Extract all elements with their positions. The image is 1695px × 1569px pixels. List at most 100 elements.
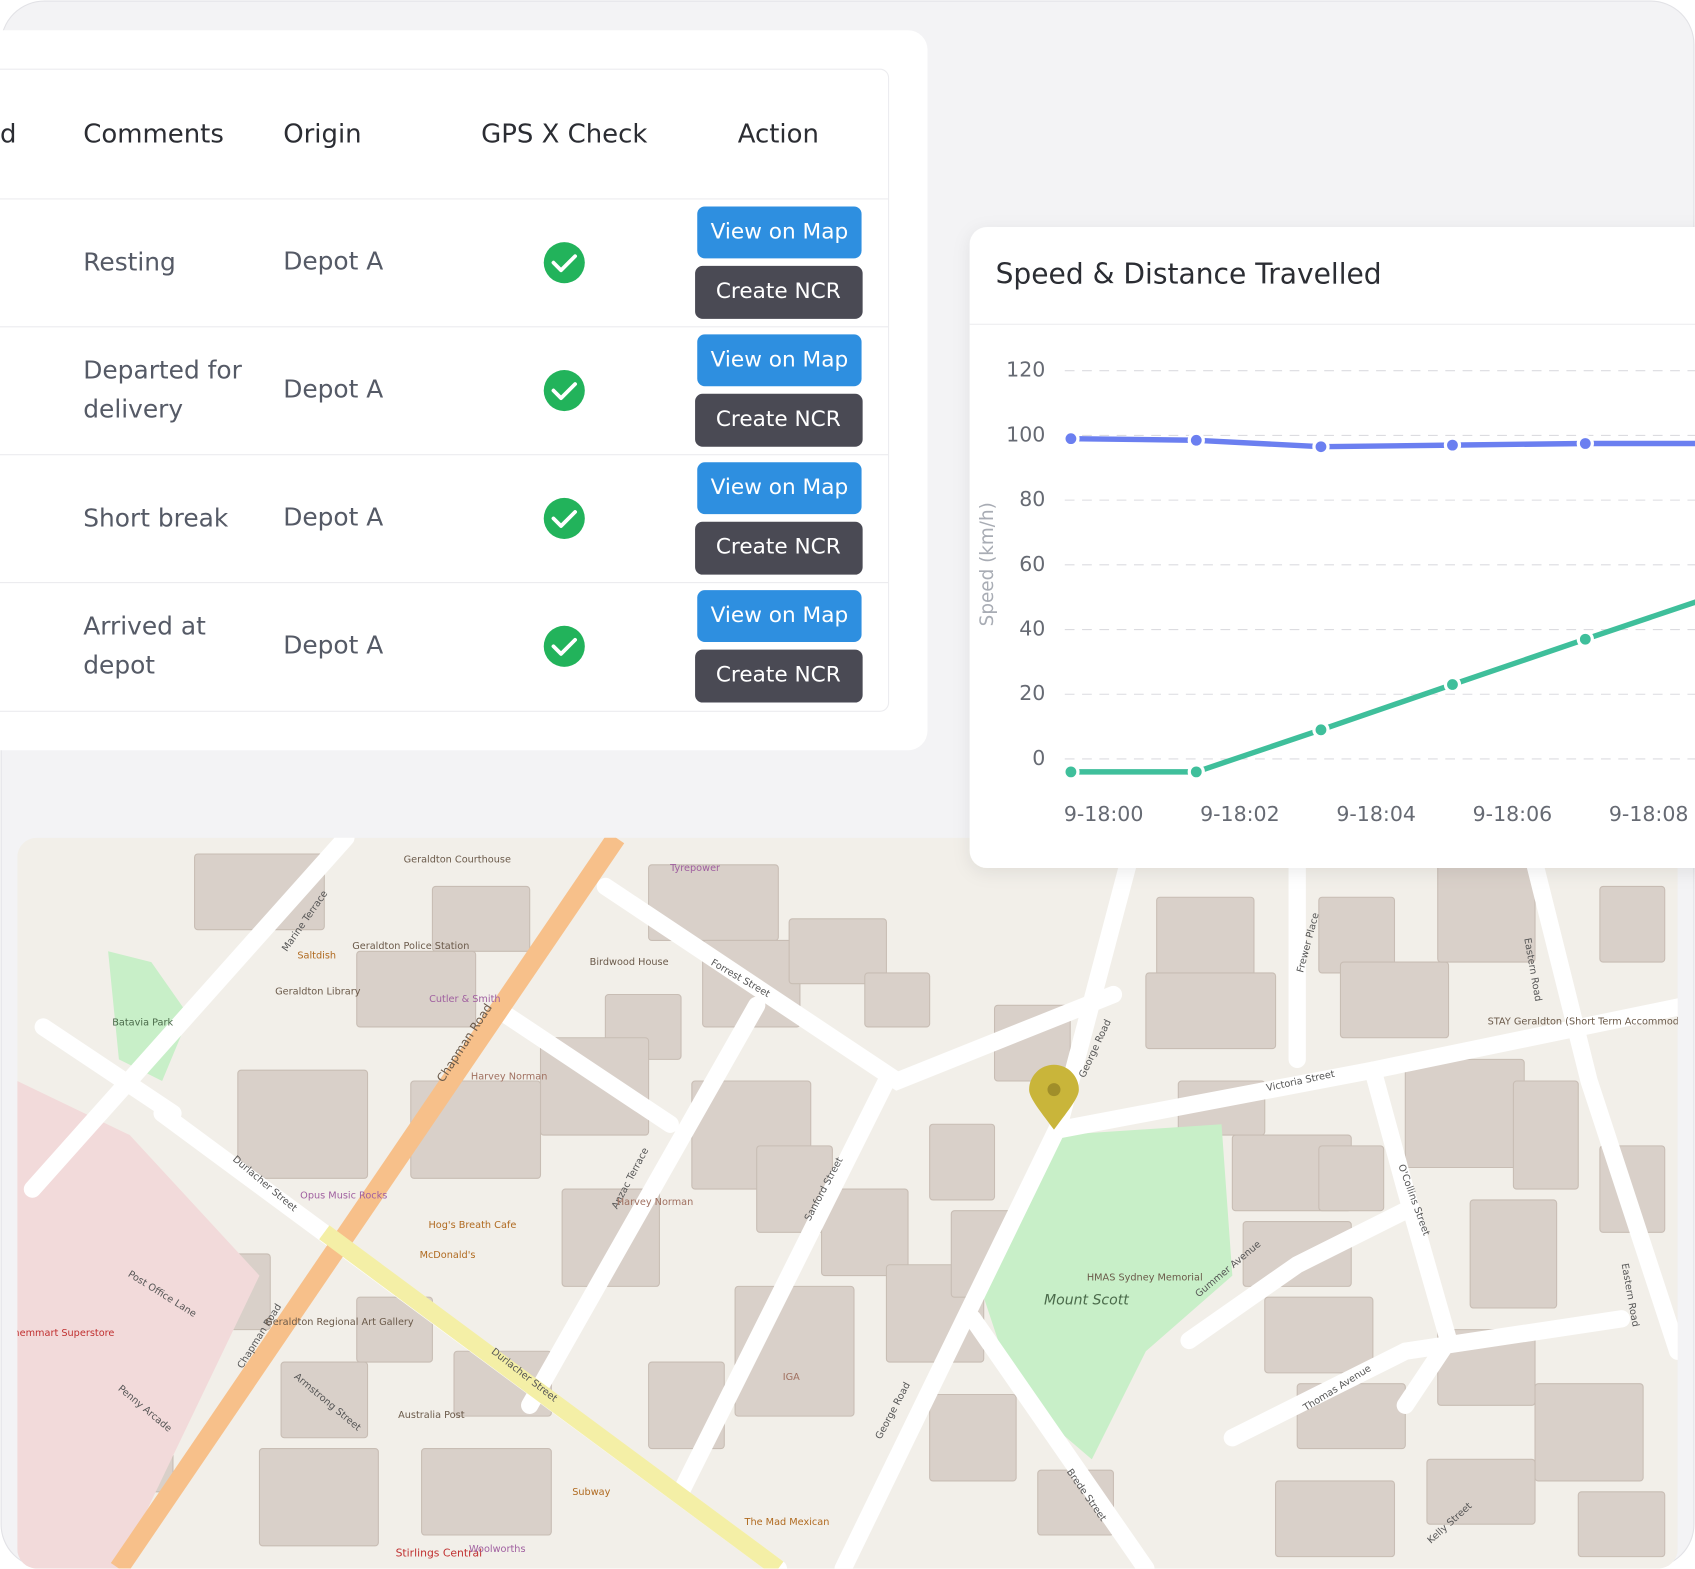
map-pin[interactable] [1029, 1064, 1079, 1130]
point [1576, 434, 1594, 453]
map-label: Birdwood House [590, 957, 669, 968]
view-map-button[interactable] [697, 590, 862, 643]
column-header: d [0, 120, 16, 150]
point [1187, 763, 1205, 781]
building [1469, 1199, 1558, 1309]
create-ncr-button[interactable] [695, 649, 863, 703]
building [356, 1296, 433, 1363]
y-tick-label: 100 [1006, 422, 1045, 446]
x-tick-label: 9-18:02 [1200, 802, 1280, 826]
check-icon [551, 382, 577, 401]
gps-check [543, 497, 585, 539]
building [1599, 885, 1666, 963]
retail-area [17, 1080, 260, 1569]
create-ncr-button[interactable] [695, 265, 863, 319]
building [1318, 896, 1396, 974]
origin: Depot A [283, 502, 383, 531]
building [1534, 1383, 1644, 1482]
series-line [1070, 435, 1695, 450]
point [1312, 438, 1330, 456]
building [864, 972, 931, 1028]
gps-check [543, 370, 585, 412]
building [1512, 1080, 1579, 1190]
map-label: Geraldton Police Station [352, 941, 469, 952]
table [0, 68, 890, 712]
column-header: Action [738, 120, 819, 150]
map-label: Geraldton Library [275, 986, 361, 997]
comment-cell: Arrived at depot [83, 612, 206, 680]
building [1437, 864, 1536, 963]
view-map-label[interactable]: View on Map [711, 347, 849, 372]
origin: Depot A [283, 375, 383, 404]
map-label: Tyrepower [669, 863, 720, 874]
building [1275, 1480, 1396, 1558]
origin: Depot A [283, 247, 383, 276]
x-tick-label: 9-18:04 [1336, 802, 1416, 826]
map-label: Mount Scott [1044, 1292, 1129, 1308]
chart-title: Speed & Distance Travelled [996, 258, 1382, 291]
building [1426, 1458, 1536, 1525]
map-label: HMAS Sydney Memorial [1087, 1273, 1203, 1284]
view-map-label[interactable]: View on Map [711, 219, 849, 244]
x-tick-label: 9-18:00 [1064, 802, 1144, 826]
secondary-road [319, 1225, 784, 1569]
point [1062, 763, 1080, 781]
building [1577, 1491, 1666, 1558]
view-map-label[interactable]: View on Map [711, 603, 849, 628]
map-label: IGA [783, 1372, 800, 1383]
y-tick-label: 80 [1019, 487, 1045, 511]
create-ncr-button[interactable] [695, 521, 863, 575]
point [1576, 630, 1594, 648]
view-map-button[interactable] [697, 462, 862, 515]
check-icon [551, 510, 577, 528]
building [431, 885, 531, 952]
comment-cell: Short break [83, 504, 229, 533]
map-label: Opus Music Rocks [300, 1191, 387, 1202]
map-label: Saltdish [297, 951, 336, 962]
building [929, 1393, 1017, 1482]
gps-check [543, 242, 585, 284]
chart-card [969, 227, 1695, 869]
map-label: Cutler & Smith [429, 994, 501, 1005]
building [1318, 1145, 1385, 1212]
point [1312, 721, 1330, 739]
comment: Short break [83, 504, 229, 533]
comment: Departed for delivery [83, 357, 242, 425]
building [821, 1188, 909, 1277]
point [1443, 675, 1462, 694]
building [258, 1447, 379, 1547]
column-header: GPS X Check [481, 120, 647, 150]
check-icon [551, 254, 577, 273]
building [1242, 1220, 1352, 1287]
x-tick-label: 9-18:08 [1609, 802, 1689, 826]
create-ncr-label[interactable]: Create NCR [716, 535, 841, 560]
check-icon [551, 637, 577, 656]
comment: Resting [83, 248, 176, 277]
view-map-button[interactable] [697, 334, 862, 387]
map-label: Chemmart Superstore [7, 1328, 115, 1339]
column-header: Comments [83, 120, 224, 150]
map-label: Harvey Norman [471, 1072, 547, 1083]
series-line [1070, 599, 1695, 775]
create-ncr-label[interactable]: Create NCR [716, 407, 841, 432]
view-map-button[interactable] [697, 206, 862, 259]
comment: Arrived at depot [83, 612, 206, 680]
main-road [110, 837, 625, 1569]
map-label: Hog's Breath Cafe [428, 1220, 516, 1231]
create-ncr-label[interactable]: Create NCR [716, 663, 841, 688]
create-ncr-button[interactable] [695, 393, 863, 447]
y-tick-label: 20 [1019, 681, 1045, 705]
park [983, 1124, 1233, 1460]
map-label: Woolworths [469, 1544, 526, 1555]
view-map-label[interactable]: View on Map [711, 475, 849, 500]
map-label: Batavia Park [112, 1018, 173, 1029]
x-tick-label: 9-18:06 [1473, 802, 1553, 826]
y-tick-label: 0 [1032, 746, 1045, 770]
building [421, 1447, 552, 1536]
map-label: The Mad Mexican [744, 1517, 830, 1528]
building [237, 1069, 369, 1179]
create-ncr-label[interactable]: Create NCR [716, 279, 841, 304]
